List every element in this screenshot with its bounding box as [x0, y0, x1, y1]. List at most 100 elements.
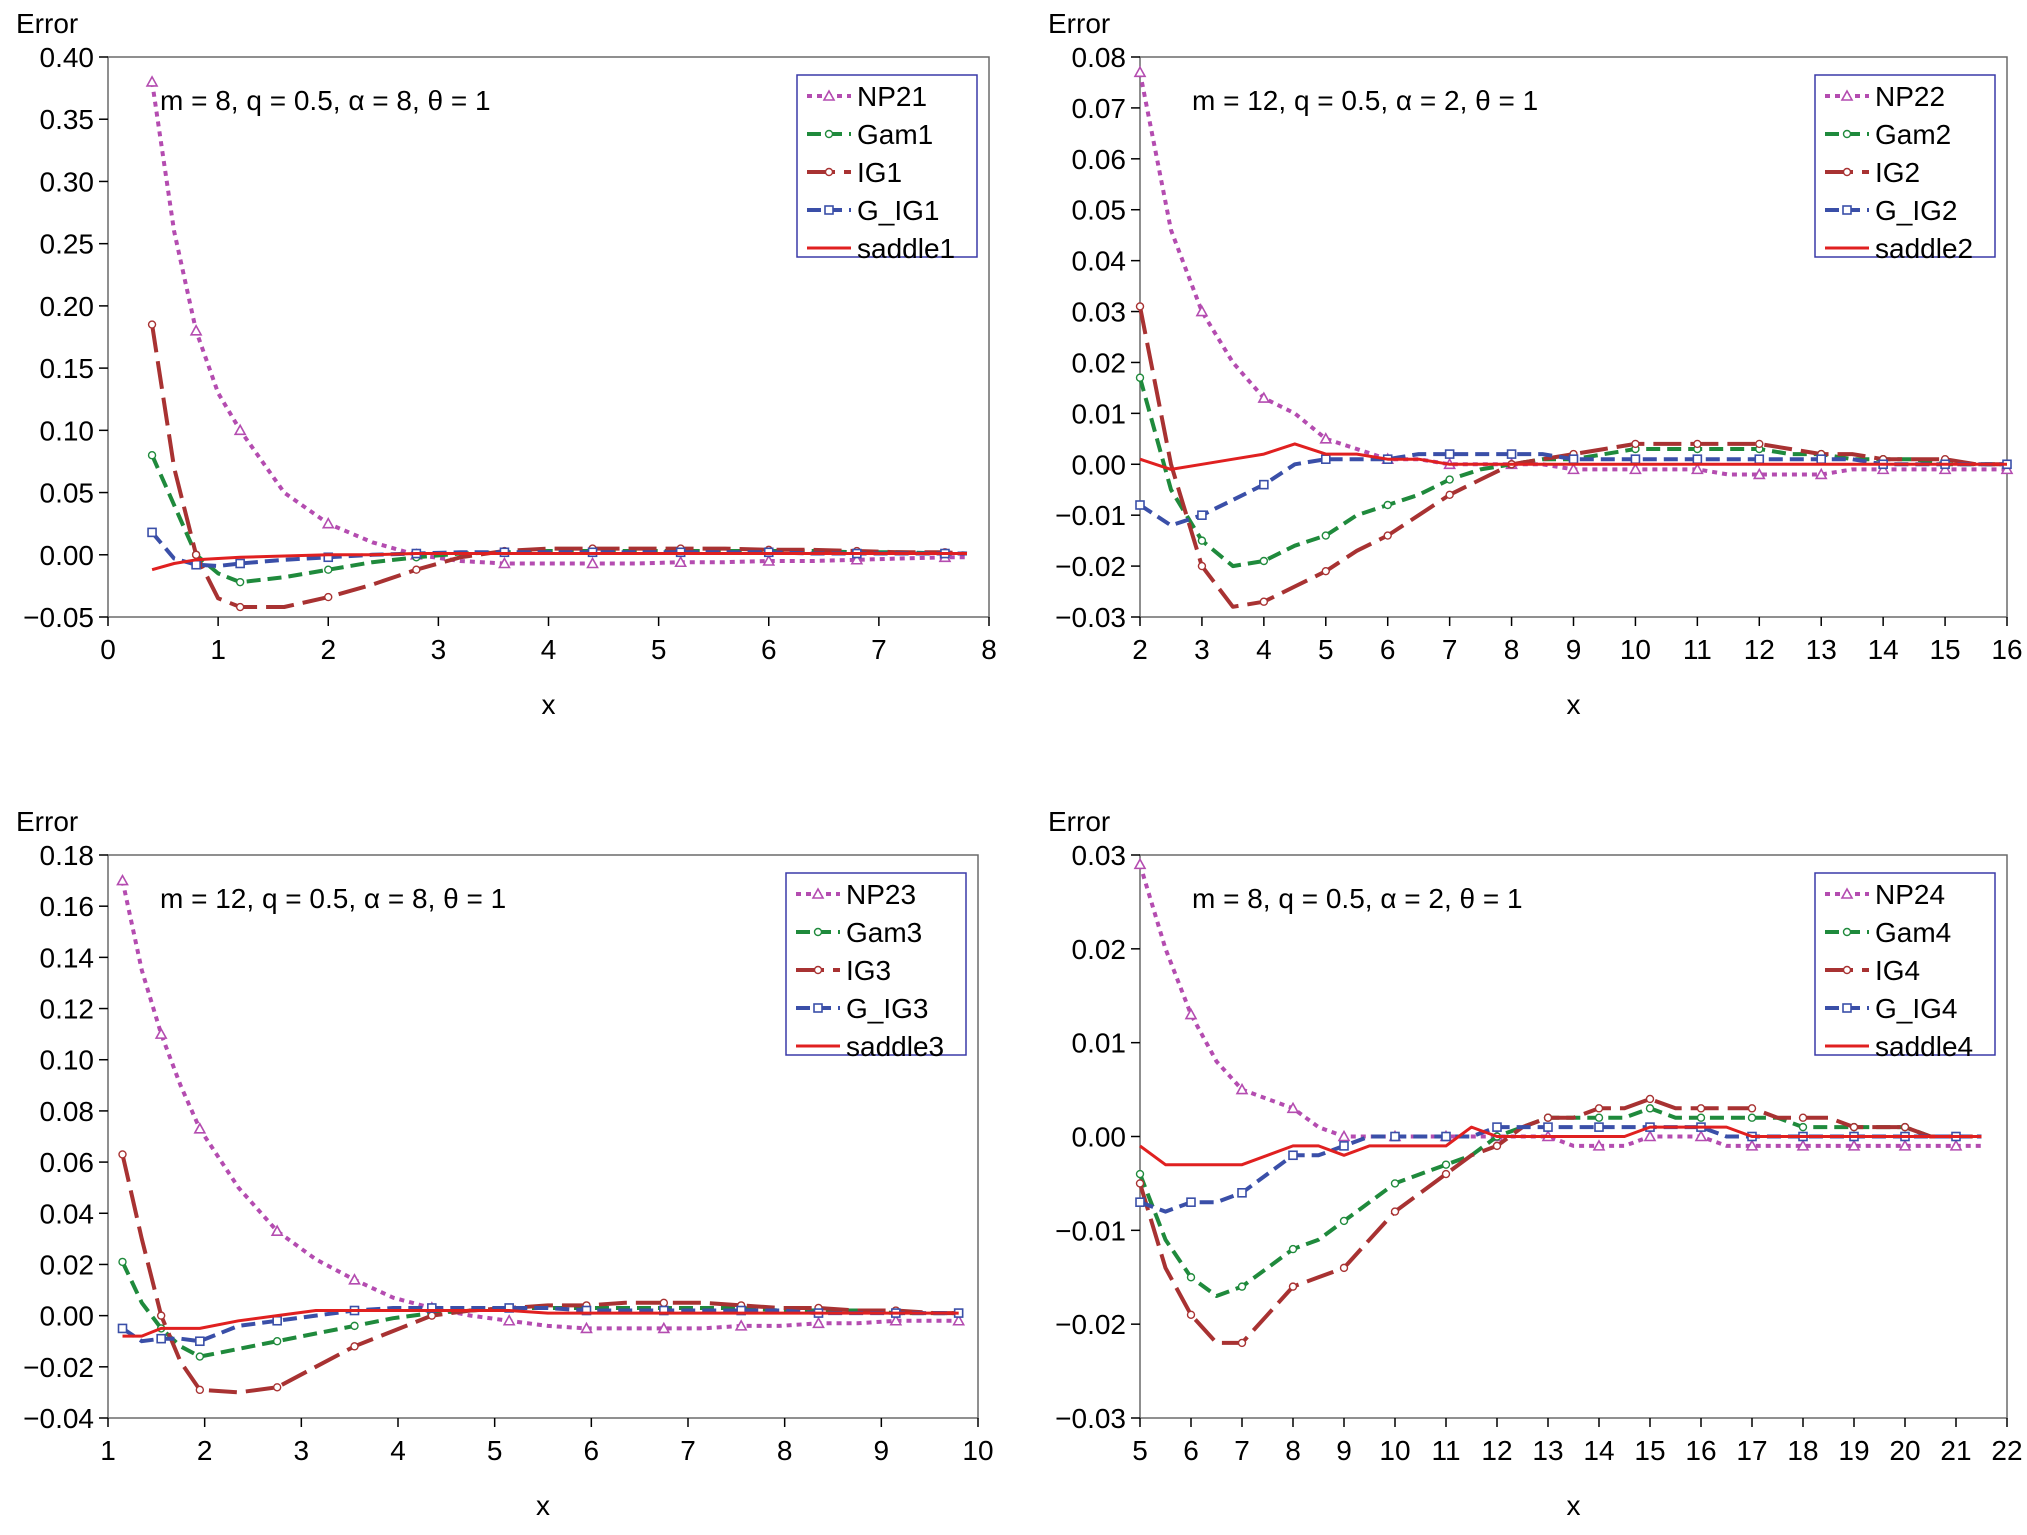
- data-point: [1949, 1139, 1963, 1151]
- data-point: [1631, 439, 1640, 449]
- data-point: [734, 1319, 748, 1331]
- data-point: [1696, 1113, 1706, 1122]
- data-point: [1288, 1244, 1298, 1254]
- data-point: [324, 592, 333, 602]
- series-saddle1: [151, 552, 967, 572]
- data-point: [1441, 1169, 1451, 1179]
- data-point: [1693, 439, 1702, 449]
- x-tick-label: 14: [1868, 634, 1899, 665]
- series-line-saddle4: [1139, 1125, 1982, 1167]
- data-point: [1444, 449, 1455, 459]
- data-point: [1197, 561, 1207, 571]
- data-point: [850, 553, 864, 565]
- x-tick-label: 7: [680, 1435, 696, 1466]
- data-point: [1339, 1263, 1349, 1273]
- plot-frame: [107, 854, 979, 1419]
- data-point: [1445, 490, 1454, 500]
- y-tick-label: −0.04: [23, 1403, 94, 1434]
- x-tick-label: 6: [1380, 634, 1396, 665]
- legend-marker: [824, 205, 834, 215]
- data-point: [1286, 1101, 1300, 1114]
- x-tick-label: 10: [1620, 634, 1651, 665]
- data-point: [233, 423, 247, 436]
- data-point: [1441, 1131, 1451, 1142]
- legend-marker: [1840, 89, 1854, 101]
- legend-marker: [1842, 965, 1852, 975]
- y-tick-label: 0.05: [1072, 195, 1127, 226]
- data-point: [1390, 1131, 1400, 1142]
- legend-label: IG4: [1875, 955, 1920, 986]
- data-point: [1543, 1122, 1553, 1132]
- data-point: [1747, 1104, 1757, 1113]
- data-point: [1237, 1282, 1247, 1291]
- data-point: [1237, 1338, 1247, 1348]
- legend-label: Gam1: [857, 119, 933, 150]
- data-point: [1133, 857, 1147, 870]
- x-tick-label: 19: [1838, 1435, 1869, 1466]
- data-point: [154, 1027, 168, 1039]
- x-tick-label: 21: [1940, 1435, 1971, 1466]
- series-line-IG2: [1138, 306, 2007, 609]
- y-tick-label: 0.04: [40, 1198, 95, 1229]
- legend-label: IG1: [857, 157, 902, 188]
- x-tick-label: 11: [1683, 634, 1712, 665]
- legend: NP22 Gam2 IG2 G_IG2 saddle2: [1814, 74, 1996, 264]
- data-point: [1320, 454, 1331, 464]
- chart-panel-1: 0.40 0.35 0.30 0.25 0.20 0.15 0.10 0.05 0.00 −0.0…: [16, 8, 997, 720]
- data-point: [580, 1321, 593, 1334]
- data-point: [1259, 597, 1269, 606]
- data-point: [1492, 1141, 1502, 1151]
- data-point: [674, 555, 688, 568]
- x-tick-label: 1: [210, 634, 226, 665]
- y-tick-label: 0.04: [1072, 246, 1127, 277]
- series-NP23: [116, 873, 966, 1334]
- series-line-saddle2: [1139, 442, 2007, 471]
- data-point: [117, 1323, 128, 1334]
- legend-box: [796, 74, 978, 258]
- data-point: [1186, 1310, 1196, 1319]
- data-point: [1506, 449, 1517, 459]
- chart-panel-3: 0.18 0.16 0.14 0.12 0.10 0.08 0.06 0.04 0.02 0.00…: [16, 806, 994, 1521]
- legend-marker: [824, 129, 834, 139]
- data-point: [1900, 1122, 1910, 1132]
- legend-box: [785, 872, 967, 1056]
- y-tick-label: 0.08: [40, 1096, 95, 1127]
- x-tick-label: 0: [100, 634, 116, 665]
- data-point: [1690, 462, 1704, 475]
- x-axis-label: x: [1567, 1490, 1581, 1521]
- data-point: [189, 324, 203, 336]
- data-point: [1259, 479, 1269, 490]
- chart-panel-2: 0.08 0.07 0.06 0.05 0.04 0.03 0.02 0.01 0.00 −0.0…: [1048, 8, 2023, 720]
- x-tick-label: 2: [1132, 634, 1148, 665]
- data-point: [1629, 462, 1642, 475]
- series-line-saddle1: [151, 552, 967, 572]
- x-tick-label: 5: [1132, 1435, 1148, 1466]
- x-tick-label: 3: [1194, 634, 1210, 665]
- data-point: [118, 1150, 127, 1159]
- x-axis-label: x: [536, 1490, 550, 1521]
- x-tick-label: 10: [962, 1435, 993, 1466]
- y-tick-label: 0.07: [1072, 93, 1127, 124]
- data-point: [350, 1321, 359, 1331]
- legend-marker: [1842, 1003, 1852, 1013]
- legend-label: G_IG1: [857, 195, 939, 226]
- parameter-annotation: m = 8, q = 0.5, α = 2, θ = 1: [1192, 883, 1523, 914]
- legend-label: G_IG4: [1875, 993, 1957, 1024]
- legend-label: Gam3: [846, 917, 922, 948]
- x-tick-label: 17: [1736, 1435, 1767, 1466]
- series-line-NP24: [1138, 863, 1982, 1148]
- legend-marker: [824, 167, 834, 177]
- legend-label: IG3: [846, 955, 891, 986]
- x-tick-label: 18: [1787, 1435, 1818, 1466]
- data-point: [191, 559, 201, 570]
- data-point: [1798, 1122, 1808, 1132]
- data-point: [147, 527, 157, 538]
- legend-box: [1814, 872, 1996, 1056]
- x-tick-label: 15: [1929, 634, 1960, 665]
- data-point: [1568, 454, 1579, 464]
- data-point: [1390, 1179, 1400, 1188]
- y-tick-label: 0.30: [40, 166, 95, 197]
- y-axis-label: Error: [16, 8, 78, 39]
- data-point: [147, 451, 157, 460]
- legend: NP21 Gam1 IG1 G_IG1 saddle1: [796, 74, 978, 264]
